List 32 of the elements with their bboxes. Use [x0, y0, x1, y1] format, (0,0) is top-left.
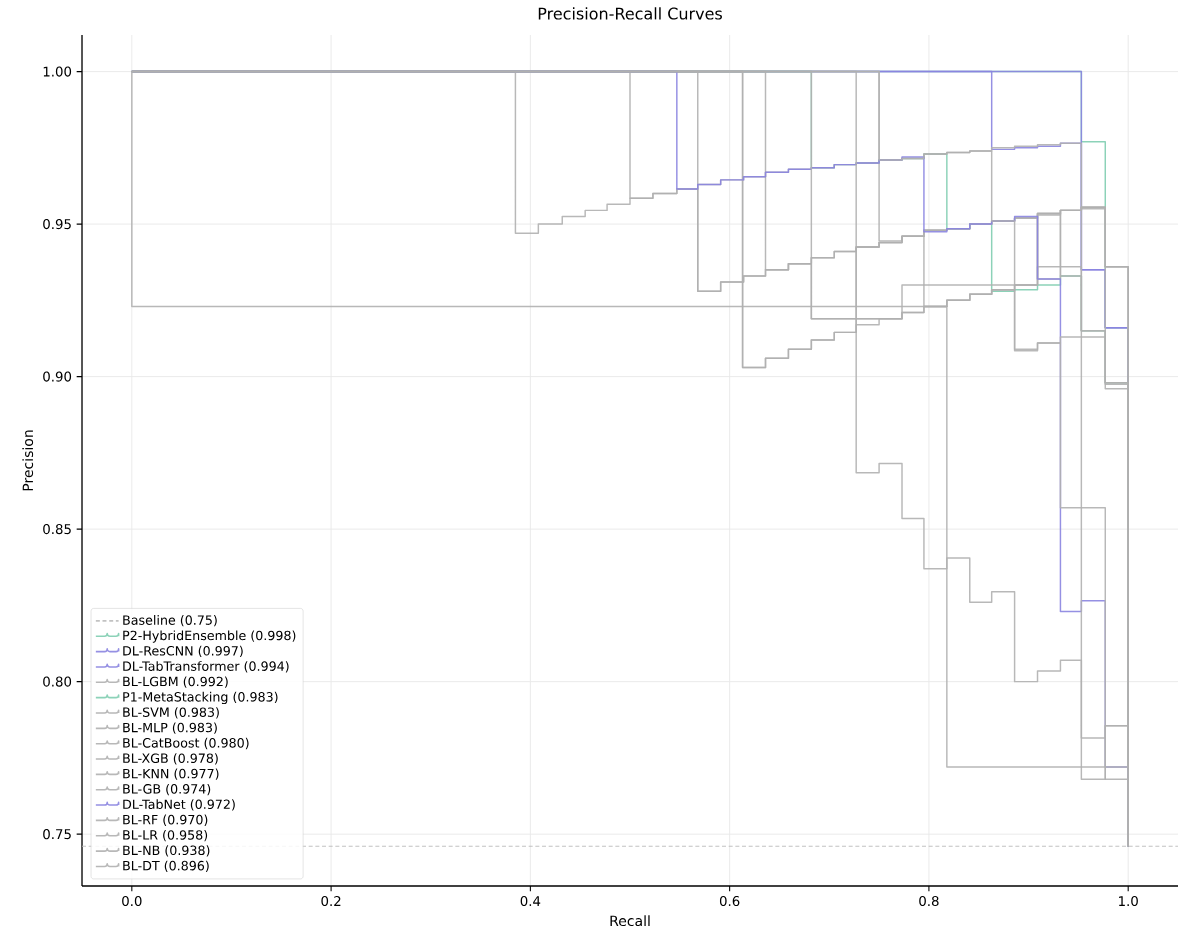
- legend-label: BL-DT (0.896): [123, 860, 209, 872]
- legend-label: P1-MetaStacking (0.983): [123, 691, 278, 705]
- legend-label: P2-HybridEnsemble (0.998): [123, 630, 296, 643]
- legend-label: BL-SVM (0.983): [123, 707, 219, 719]
- y-tick-label: 0.85: [43, 524, 71, 535]
- x-tick-label: 0.4: [520, 896, 541, 907]
- y-tick-label: 0.80: [43, 676, 72, 687]
- legend-label: DL-ResCNN (0.997): [123, 645, 243, 658]
- legend-label: BL-NB (0.938): [123, 845, 210, 857]
- y-tick-label: 0.95: [43, 219, 71, 230]
- y-tick-label: 1.00: [43, 66, 72, 77]
- legend-label: BL-CatBoost (0.980): [123, 737, 249, 750]
- legend-label: BL-XGB (0.978): [123, 753, 218, 765]
- x-tick-label: 0.0: [122, 896, 142, 907]
- y-axis-title: Precision: [22, 430, 34, 491]
- legend-label: BL-GB (0.974): [123, 783, 211, 796]
- legend-label: DL-TabTransformer (0.994): [123, 661, 289, 673]
- legend-label: BL-MLP (0.983): [123, 722, 217, 734]
- x-tick-label: 1.0: [1119, 896, 1138, 907]
- legend-label: BL-RF (0.970): [123, 814, 208, 826]
- legend-label: BL-KNN (0.977): [123, 768, 219, 780]
- x-tick-label: 0.2: [321, 896, 341, 907]
- x-tick-label: 0.8: [919, 896, 939, 907]
- y-tick-label: 0.90: [43, 371, 72, 382]
- legend-label: DL-TabNet (0.972): [123, 799, 235, 811]
- legend-label: BL-LGBM (0.992): [123, 676, 228, 688]
- x-tick-label: 0.6: [719, 896, 740, 907]
- chart-title: Precision-Recall Curves: [538, 7, 722, 20]
- legend-label: Baseline (0.75): [123, 615, 217, 627]
- y-tick-label: 0.75: [43, 829, 71, 840]
- legend-label: BL-LR (0.958): [123, 829, 208, 842]
- x-axis-title: Recall: [610, 915, 650, 927]
